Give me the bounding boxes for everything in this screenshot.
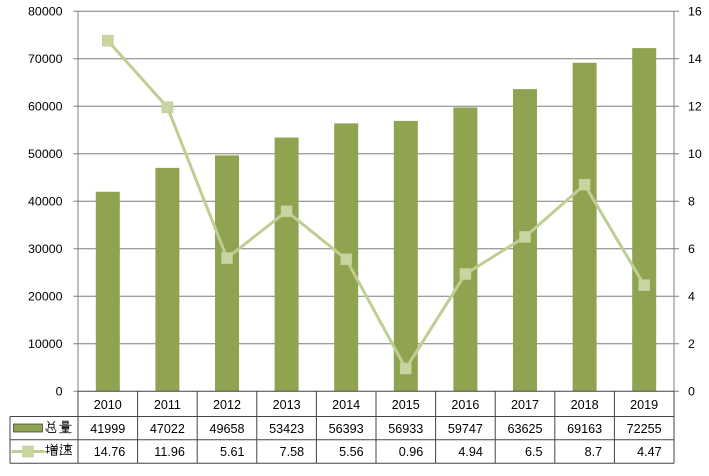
svg-text:7.58: 7.58 — [280, 445, 305, 459]
svg-text:14.76: 14.76 — [94, 445, 126, 459]
svg-text:5.61: 5.61 — [220, 445, 245, 459]
svg-text:72255: 72255 — [627, 422, 662, 436]
svg-text:6.5: 6.5 — [525, 445, 543, 459]
svg-text:2: 2 — [688, 337, 695, 351]
svg-text:69163: 69163 — [567, 422, 602, 436]
svg-text:60000: 60000 — [28, 100, 63, 114]
svg-text:30000: 30000 — [28, 242, 63, 256]
svg-text:56933: 56933 — [388, 422, 423, 436]
svg-text:11.96: 11.96 — [154, 445, 185, 459]
svg-text:80000: 80000 — [28, 5, 63, 19]
svg-text:4: 4 — [688, 290, 695, 304]
svg-text:40000: 40000 — [28, 195, 63, 209]
svg-text:10000: 10000 — [28, 337, 63, 351]
svg-text:63625: 63625 — [507, 422, 542, 436]
svg-text:2016: 2016 — [451, 398, 479, 412]
svg-text:2012: 2012 — [213, 398, 241, 412]
svg-text:8: 8 — [688, 195, 695, 209]
svg-text:20000: 20000 — [28, 290, 63, 304]
svg-text:6: 6 — [688, 242, 695, 256]
svg-text:2015: 2015 — [392, 398, 420, 412]
svg-text:47022: 47022 — [150, 422, 185, 436]
svg-text:16: 16 — [688, 5, 702, 19]
svg-text:2019: 2019 — [630, 398, 658, 412]
svg-text:56393: 56393 — [329, 422, 364, 436]
svg-text:50000: 50000 — [28, 147, 63, 161]
svg-text:2018: 2018 — [571, 398, 599, 412]
svg-text:10: 10 — [688, 147, 702, 161]
svg-text:2013: 2013 — [273, 398, 301, 412]
svg-text:2011: 2011 — [154, 398, 181, 412]
svg-text:53423: 53423 — [269, 422, 304, 436]
svg-text:0: 0 — [688, 385, 695, 399]
svg-text:70000: 70000 — [28, 52, 63, 66]
svg-text:0: 0 — [56, 385, 63, 399]
svg-text:12: 12 — [688, 100, 702, 114]
svg-text:41999: 41999 — [90, 422, 125, 436]
svg-text:59747: 59747 — [448, 422, 483, 436]
svg-text:2017: 2017 — [511, 398, 539, 412]
svg-text:14: 14 — [688, 52, 702, 66]
svg-text:0.96: 0.96 — [399, 445, 424, 459]
svg-text:5.56: 5.56 — [339, 445, 364, 459]
svg-text:49658: 49658 — [209, 422, 244, 436]
svg-text:2010: 2010 — [94, 398, 122, 412]
svg-text:4.94: 4.94 — [458, 445, 483, 459]
svg-text:2014: 2014 — [332, 398, 360, 412]
svg-text:4.47: 4.47 — [637, 445, 662, 459]
svg-text:8.7: 8.7 — [585, 445, 603, 459]
